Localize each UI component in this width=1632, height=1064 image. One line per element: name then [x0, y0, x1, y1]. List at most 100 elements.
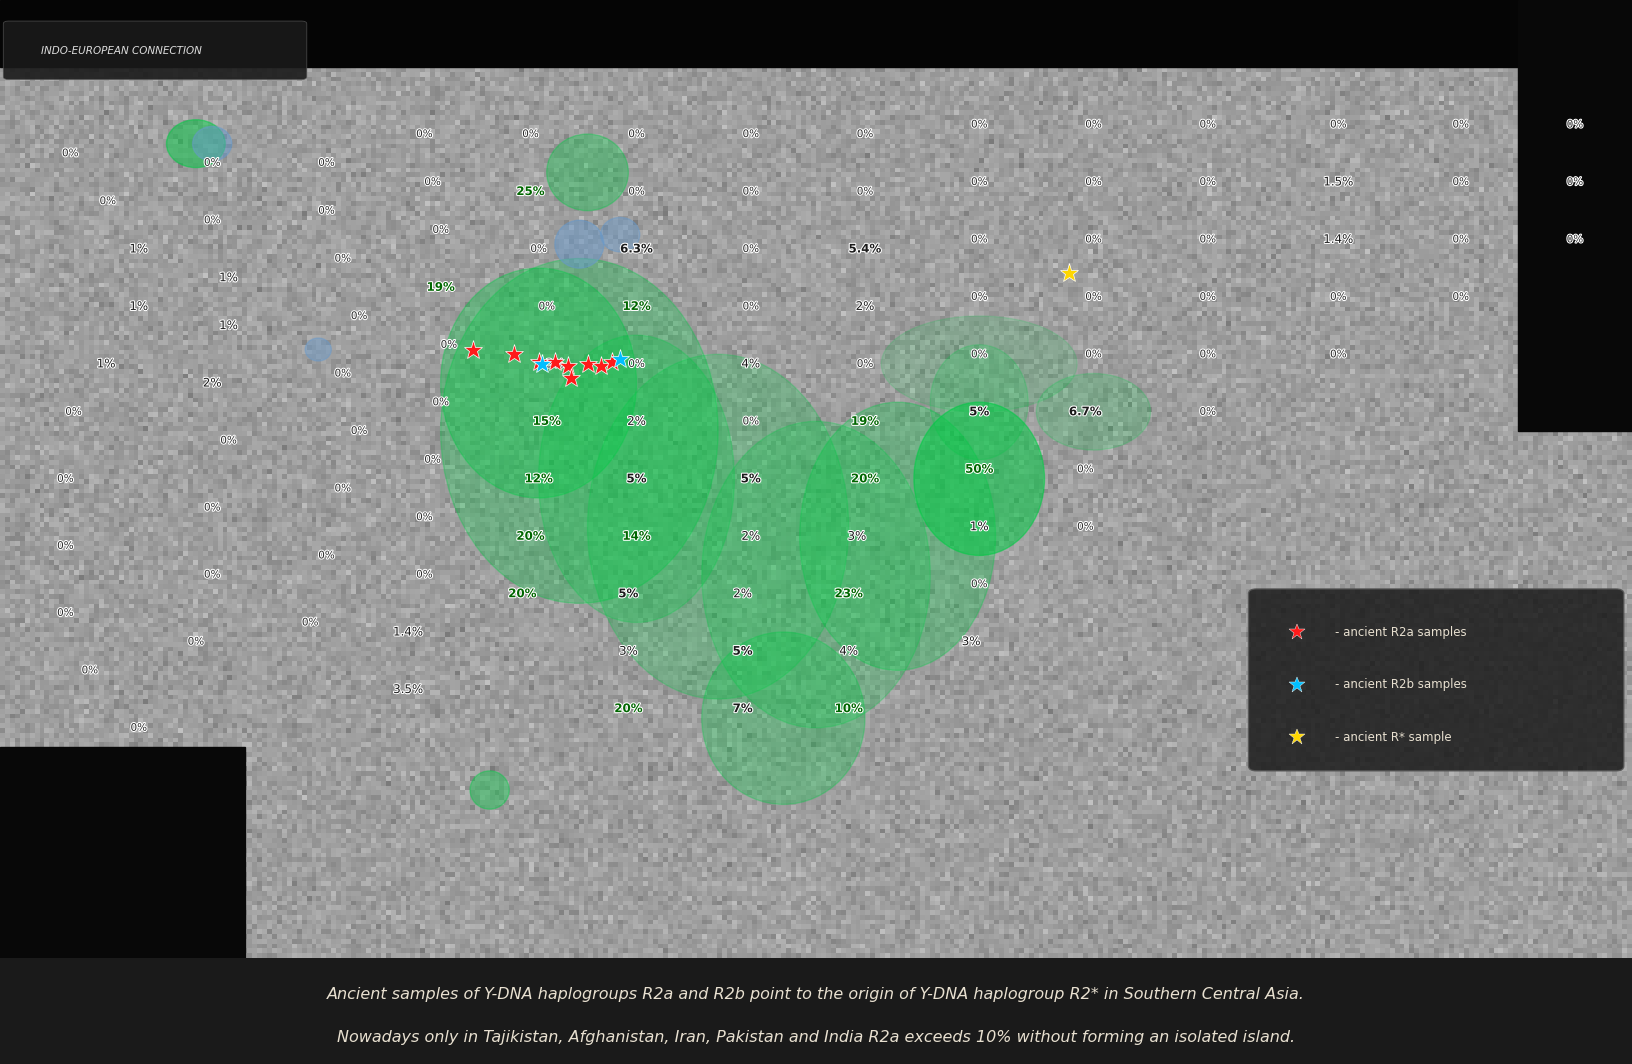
Ellipse shape	[800, 402, 996, 670]
Text: 0%: 0%	[335, 368, 351, 379]
Text: 3.5%: 3.5%	[393, 683, 423, 696]
Text: Nowadays only in Tajikistan, Afghanistan, Iran, Pakistan and India R2a exceeds 1: Nowadays only in Tajikistan, Afghanistan…	[336, 1030, 1296, 1045]
Text: 1.4%: 1.4%	[1324, 233, 1353, 246]
Text: 0%: 0%	[1452, 119, 1469, 130]
Text: 0%: 0%	[628, 129, 645, 139]
Text: 0%: 0%	[204, 157, 220, 168]
Text: 0%: 0%	[1330, 349, 1346, 360]
Text: 0%: 0%	[971, 349, 987, 360]
Text: 3%: 3%	[619, 645, 638, 658]
Text: 15%: 15%	[532, 415, 561, 428]
Text: 5%: 5%	[627, 472, 646, 485]
Text: 0%: 0%	[432, 225, 449, 235]
Text: 14%: 14%	[622, 530, 651, 543]
Text: 1.5%: 1.5%	[1324, 176, 1353, 188]
Text: 0%: 0%	[1330, 119, 1346, 130]
Text: 0%: 0%	[1452, 177, 1469, 187]
Text: 1%: 1%	[219, 319, 238, 332]
Text: 0%: 0%	[971, 579, 987, 589]
Text: 0%: 0%	[1567, 234, 1583, 245]
Text: 1%: 1%	[969, 520, 989, 533]
Text: 20%: 20%	[614, 702, 643, 715]
Text: - ancient R2a samples: - ancient R2a samples	[1335, 626, 1467, 638]
Text: 0%: 0%	[335, 253, 351, 264]
Text: 0%: 0%	[628, 359, 645, 369]
Text: 3%: 3%	[961, 635, 981, 648]
Text: - ancient R* sample: - ancient R* sample	[1335, 731, 1451, 744]
Text: 5%: 5%	[741, 472, 761, 485]
Bar	[0, 747, 245, 958]
Text: 0%: 0%	[743, 244, 759, 254]
Text: 0%: 0%	[1085, 177, 1102, 187]
Text: 0%: 0%	[628, 186, 645, 197]
Text: INDO-EUROPEAN CONNECTION: INDO-EUROPEAN CONNECTION	[41, 46, 202, 55]
Text: 0%: 0%	[424, 454, 441, 465]
Text: 0%: 0%	[743, 416, 759, 427]
Text: 0%: 0%	[971, 234, 987, 245]
Text: 7%: 7%	[733, 702, 752, 715]
Text: 0%: 0%	[857, 359, 873, 369]
Text: - ancient R2b samples: - ancient R2b samples	[1335, 678, 1467, 692]
Text: 0%: 0%	[1452, 292, 1469, 302]
Text: 0%: 0%	[1200, 119, 1216, 130]
Text: 0%: 0%	[57, 473, 73, 484]
Text: 0%: 0%	[1200, 406, 1216, 417]
Text: 0%: 0%	[971, 292, 987, 302]
Ellipse shape	[588, 354, 849, 699]
Text: 0%: 0%	[1085, 292, 1102, 302]
Text: 0%: 0%	[65, 406, 82, 417]
Ellipse shape	[555, 220, 604, 268]
Text: 0%: 0%	[204, 215, 220, 226]
Text: 6.3%: 6.3%	[620, 243, 653, 255]
Text: 0%: 0%	[1330, 292, 1346, 302]
Text: 0%: 0%	[204, 502, 220, 513]
Text: 0%: 0%	[318, 157, 335, 168]
Text: 0%: 0%	[335, 483, 351, 494]
Text: 0%: 0%	[857, 129, 873, 139]
Text: 0%: 0%	[530, 244, 547, 254]
Text: 0%: 0%	[188, 636, 204, 647]
Text: 20%: 20%	[516, 530, 545, 543]
Ellipse shape	[1036, 373, 1151, 450]
Text: 0%: 0%	[416, 129, 432, 139]
Text: 1%: 1%	[96, 358, 116, 370]
Text: 0%: 0%	[351, 311, 367, 321]
Text: 0%: 0%	[432, 397, 449, 408]
Text: 0%: 0%	[1085, 349, 1102, 360]
Text: 2%: 2%	[627, 415, 646, 428]
Text: 19%: 19%	[426, 281, 455, 294]
Ellipse shape	[702, 421, 930, 728]
Text: 0%: 0%	[971, 119, 987, 130]
Text: 0%: 0%	[57, 541, 73, 551]
Text: 5%: 5%	[619, 587, 638, 600]
Text: 1.4%: 1.4%	[393, 626, 423, 638]
Bar	[0, 0, 1632, 67]
Text: 5%: 5%	[969, 405, 989, 418]
Text: 0%: 0%	[1085, 234, 1102, 245]
Text: 50%: 50%	[965, 463, 994, 476]
Text: 4%: 4%	[741, 358, 761, 370]
Ellipse shape	[702, 632, 865, 804]
Text: 0%: 0%	[743, 186, 759, 197]
Ellipse shape	[930, 345, 1028, 460]
Ellipse shape	[914, 402, 1044, 555]
Text: 0%: 0%	[318, 205, 335, 216]
Ellipse shape	[441, 268, 636, 498]
Text: 2%: 2%	[733, 587, 752, 600]
Text: 0%: 0%	[302, 617, 318, 628]
Text: 0%: 0%	[318, 550, 335, 561]
Text: 0%: 0%	[82, 665, 98, 676]
Text: 0%: 0%	[1567, 177, 1583, 187]
Text: 10%: 10%	[834, 702, 863, 715]
Text: 0%: 0%	[1200, 234, 1216, 245]
Text: 0%: 0%	[100, 196, 116, 206]
Text: 6.7%: 6.7%	[1069, 405, 1102, 418]
Text: 12%: 12%	[622, 300, 651, 313]
Text: 0%: 0%	[971, 177, 987, 187]
Text: 0%: 0%	[1077, 464, 1093, 475]
Ellipse shape	[539, 335, 734, 622]
Text: 2%: 2%	[202, 377, 222, 389]
Text: 0%: 0%	[62, 148, 78, 159]
Text: 0%: 0%	[1085, 119, 1102, 130]
Text: 5.4%: 5.4%	[849, 243, 881, 255]
